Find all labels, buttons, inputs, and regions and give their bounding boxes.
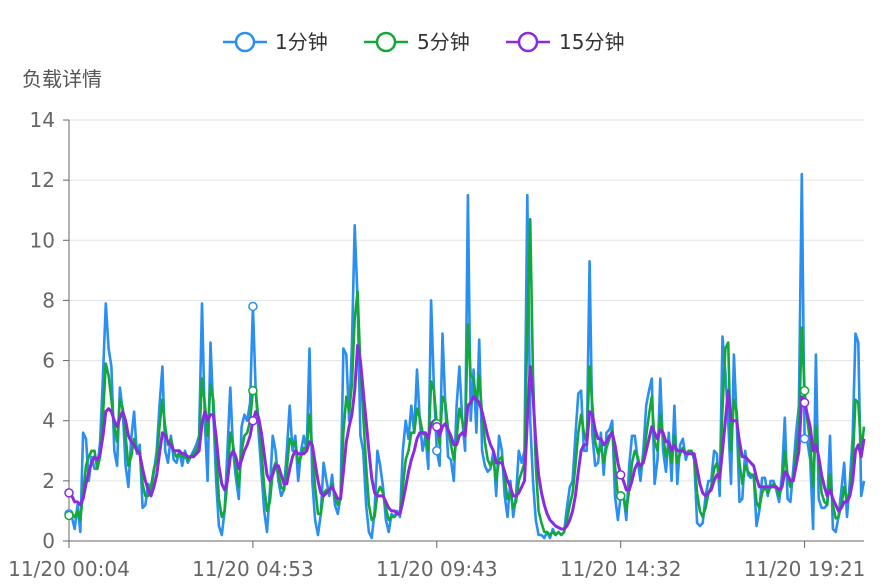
series-point-3[interactable]: [432, 421, 442, 432]
x-tick-label: 11/20 14:32: [560, 557, 682, 581]
y-tick-label: 2: [42, 469, 55, 493]
x-axis: 11/20 00:04 11/20 04:53 11/20 09:43 11/20 1…: [8, 540, 866, 581]
y-tick-label: 0: [42, 529, 55, 553]
y-tick-label: 14: [30, 108, 55, 132]
series-group: [64, 172, 866, 540]
legend-marker-1min-icon: [234, 31, 256, 53]
legend-item-15min[interactable]: 15分钟: [506, 30, 624, 54]
series-line-1[interactable]: [68, 172, 866, 540]
legend-item-5min[interactable]: 5分钟: [364, 30, 470, 54]
legend-item-1min[interactable]: 1分钟: [223, 30, 328, 54]
y-axis: 0 2 4 6 8 10 12 14: [30, 108, 70, 553]
y-tick-label: 8: [42, 288, 55, 312]
series-point-2[interactable]: [615, 491, 626, 501]
x-tick-label: 11/20 00:04: [8, 557, 130, 581]
series-point-3[interactable]: [248, 415, 258, 426]
y-tick-label: 10: [30, 228, 55, 252]
y-axis-title: 负载详情: [22, 67, 102, 91]
series-point-1[interactable]: [432, 446, 442, 456]
y-tick-label: 12: [30, 168, 55, 192]
series-line-2[interactable]: [68, 217, 866, 537]
legend-marker-5min-icon: [375, 31, 397, 53]
legend-marker-15min-icon: [517, 31, 539, 53]
legend-label-5min: 5分钟: [417, 30, 470, 54]
x-tick-label: 11/20 04:53: [192, 557, 314, 581]
y-tick-label: 4: [42, 409, 55, 433]
series-point-2[interactable]: [799, 385, 810, 396]
x-tick-label: 11/20 09:43: [376, 557, 498, 581]
legend[interactable]: 1分钟 5分钟 15分钟: [223, 30, 624, 54]
series-point-3[interactable]: [799, 397, 810, 408]
series-line-3[interactable]: [67, 344, 866, 531]
series-point-1[interactable]: [248, 301, 258, 312]
series-point-2[interactable]: [248, 385, 258, 396]
legend-label-15min: 15分钟: [559, 30, 624, 54]
y-tick-label: 6: [42, 349, 55, 373]
legend-label-1min: 1分钟: [275, 30, 328, 54]
series-point-3[interactable]: [615, 470, 626, 480]
x-tick-label: 11/20 19:21: [744, 557, 866, 581]
series-point-1[interactable]: [799, 434, 810, 444]
series-point-2[interactable]: [64, 510, 74, 521]
series-point-3[interactable]: [64, 488, 74, 498]
